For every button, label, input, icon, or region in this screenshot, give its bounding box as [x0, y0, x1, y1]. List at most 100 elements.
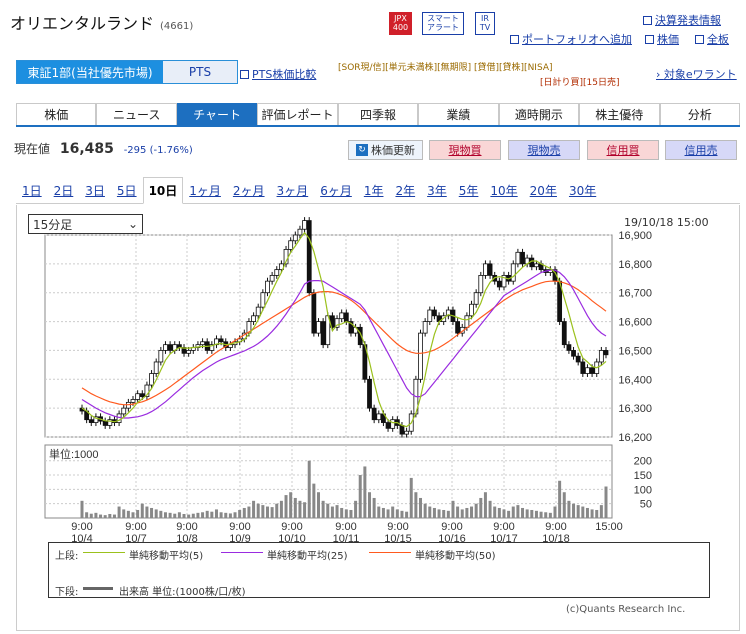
- volume-bar: [265, 506, 269, 518]
- volume-bar: [335, 505, 339, 518]
- spot-sell-button[interactable]: 現物売: [508, 140, 580, 160]
- company-title: オリエンタルランド (4661): [10, 10, 193, 34]
- tab-price[interactable]: 株価: [16, 103, 97, 125]
- spot-buy-button[interactable]: 現物買: [429, 140, 501, 160]
- volume-bar: [270, 507, 274, 518]
- volume-bar: [572, 503, 576, 518]
- period-3m[interactable]: 3ヶ月: [276, 184, 309, 198]
- smart-alert-icon[interactable]: スマート アラート: [422, 12, 464, 35]
- volume-bar: [576, 505, 580, 518]
- candle: [107, 419, 113, 426]
- volume-bar: [516, 505, 520, 518]
- volume-bar: [451, 500, 455, 518]
- tab-performance[interactable]: 業績: [418, 103, 499, 125]
- x-tick-time: 9:00: [229, 521, 250, 533]
- period-2m[interactable]: 2ヶ月: [232, 184, 265, 198]
- main-tabs: 株価 ニュース チャート 評価レポート 四季報 業績 適時開示 株主優待 分析: [16, 103, 740, 127]
- candle: [144, 384, 150, 397]
- period-3y[interactable]: 3年: [427, 184, 447, 198]
- tab-news[interactable]: ニュース: [96, 103, 177, 125]
- candle: [418, 332, 423, 380]
- volume-bar: [205, 510, 209, 518]
- period-6m[interactable]: 6ヶ月: [320, 184, 352, 198]
- margin-buy-button[interactable]: 信用買: [587, 140, 659, 160]
- tab-report[interactable]: 評価レポート: [257, 103, 338, 125]
- refresh-button[interactable]: ↻ 株価更新: [348, 140, 423, 160]
- candle: [404, 430, 410, 435]
- pts-compare-link[interactable]: PTS株価比較: [240, 66, 316, 82]
- candle: [464, 315, 470, 328]
- price-link[interactable]: 株価: [645, 31, 679, 47]
- company-name: オリエンタルランド: [10, 14, 155, 33]
- volume-bar: [470, 506, 474, 518]
- tab-chart[interactable]: チャート: [176, 103, 258, 125]
- period-1m[interactable]: 1ヶ月: [189, 184, 221, 198]
- x-tick-time: 9:00: [176, 521, 197, 533]
- tab-shikiho[interactable]: 四季報: [337, 103, 419, 125]
- period-10d[interactable]: 10日: [142, 177, 184, 204]
- volume-bar: [289, 492, 293, 518]
- volume-bar: [497, 507, 501, 518]
- candle: [483, 263, 488, 276]
- candle: [598, 350, 604, 363]
- period-3d[interactable]: 3日: [85, 184, 105, 198]
- y-tick-label: 16,500: [618, 345, 652, 357]
- candle: [121, 407, 127, 415]
- volume-bar: [238, 509, 242, 518]
- candle: [427, 309, 433, 322]
- volume-bar: [525, 509, 529, 518]
- candle: [343, 312, 349, 322]
- margin-sell-button[interactable]: 信用売: [665, 140, 737, 160]
- period-10y[interactable]: 10年: [490, 184, 518, 198]
- period-1d[interactable]: 1日: [22, 184, 42, 198]
- x-tick-time: 9:00: [545, 521, 566, 533]
- period-20y[interactable]: 20年: [529, 184, 557, 198]
- tab-benefits[interactable]: 株主優待: [579, 103, 660, 125]
- tab-analysis[interactable]: 分析: [659, 103, 740, 125]
- candle: [251, 315, 256, 322]
- market-tse1[interactable]: 東証1部(当社優先市場): [17, 61, 163, 83]
- volume-bar: [233, 512, 237, 518]
- volume-bar: [126, 510, 130, 518]
- candle: [580, 361, 586, 374]
- volume-bar: [405, 511, 409, 518]
- jpx400-icon[interactable]: JPX 400: [389, 12, 412, 35]
- period-2y[interactable]: 2年: [395, 184, 416, 198]
- volume-bar: [493, 506, 497, 518]
- candle: [515, 251, 521, 265]
- ma25-line: [81, 269, 607, 419]
- candle: [163, 344, 168, 351]
- period-30y[interactable]: 30年: [568, 184, 597, 198]
- earnings-link[interactable]: 決算発表情報: [643, 12, 721, 28]
- volume-bar: [256, 503, 260, 518]
- candle: [376, 413, 382, 421]
- candle: [348, 321, 354, 334]
- ir-tv-icon[interactable]: IR TV: [475, 12, 495, 35]
- candle: [320, 321, 326, 346]
- volume-bar: [214, 509, 218, 518]
- market-pts[interactable]: PTS: [163, 61, 237, 83]
- warrant-link[interactable]: › 対象eワラント: [656, 68, 737, 81]
- y-tick-label: 16,400: [618, 374, 652, 386]
- ma50-line: [81, 280, 607, 406]
- tab-disclosure[interactable]: 適時開示: [498, 103, 580, 125]
- volume-bar: [381, 507, 385, 518]
- period-1y[interactable]: 1年: [363, 184, 384, 198]
- candle: [274, 269, 280, 276]
- period-5y[interactable]: 5年: [458, 184, 479, 198]
- interval-select[interactable]: 15分足 ⌄: [28, 214, 143, 234]
- refresh-icon: ↻: [356, 144, 368, 156]
- candle: [603, 350, 609, 356]
- portfolio-link[interactable]: ポートフォリオへ追加: [510, 31, 632, 47]
- board-link[interactable]: 全板: [695, 31, 729, 47]
- chart-panel: [16, 205, 740, 631]
- volume-bar: [581, 506, 585, 518]
- period-5d[interactable]: 5日: [116, 184, 137, 198]
- period-2d[interactable]: 2日: [53, 184, 74, 198]
- volume-bar: [117, 506, 121, 518]
- volume-bar: [94, 512, 98, 518]
- volume-bar: [187, 514, 191, 518]
- candle: [399, 425, 405, 435]
- volume-bar: [228, 513, 232, 518]
- price-row: 現在値 16,485 -295 (-1.76%): [14, 140, 193, 157]
